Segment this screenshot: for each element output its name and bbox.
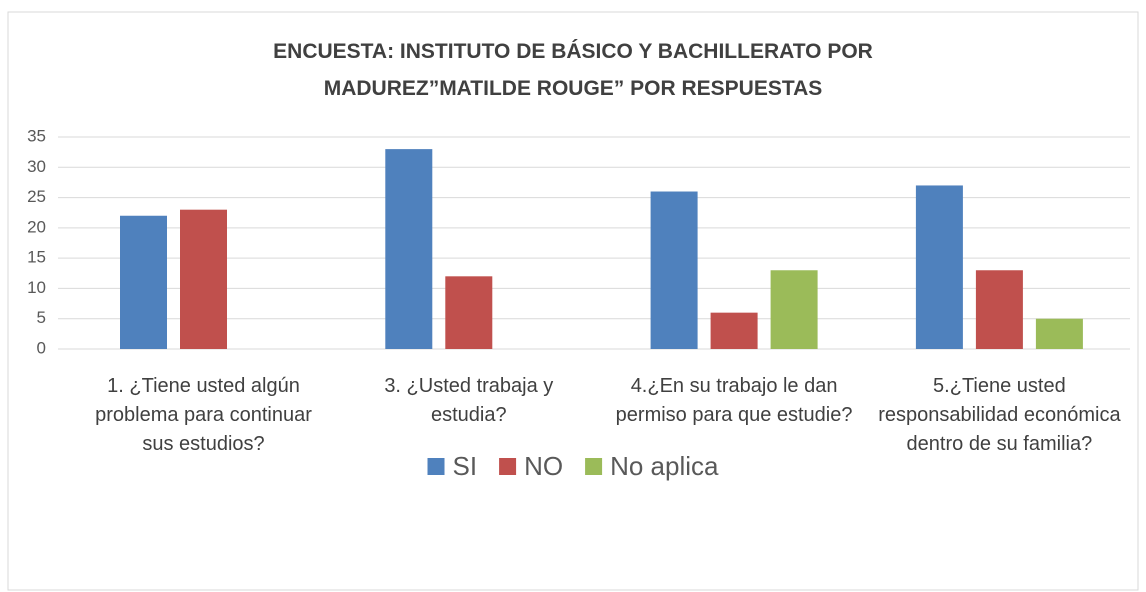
y-tick-label: 35 — [27, 126, 46, 145]
y-tick-label: 20 — [27, 217, 46, 236]
legend-item: NO — [499, 451, 563, 481]
legend-label: SI — [453, 451, 478, 481]
bar — [120, 215, 167, 349]
bar — [1035, 318, 1083, 349]
x-tick-label: 5.¿Tiene usted responsabilidad económica… — [878, 375, 1121, 455]
bar — [915, 185, 963, 349]
y-tick-label: 5 — [37, 308, 46, 327]
bar — [445, 276, 493, 349]
legend-swatch — [585, 458, 603, 475]
x-tick-label: 3. ¿Usted trabaja y estudia? — [384, 375, 554, 426]
chart-title: ENCUESTA: INSTITUTO DE BÁSICO Y BACHILLE… — [273, 40, 873, 100]
bar — [770, 270, 818, 349]
legend-label: No aplica — [610, 451, 719, 481]
legend-item: SI — [427, 451, 478, 481]
bar — [710, 312, 758, 349]
bar — [975, 270, 1023, 349]
bar — [385, 149, 433, 349]
legend: SI NO No aplica — [427, 451, 719, 481]
legend-label: NO — [524, 451, 563, 481]
legend-item: No aplica — [585, 451, 719, 481]
y-tick-label: 15 — [27, 248, 46, 267]
bar — [180, 209, 227, 349]
legend-swatch — [499, 458, 517, 475]
y-tick-label: 30 — [27, 157, 46, 176]
y-tick-label: 25 — [27, 187, 46, 206]
legend-swatch — [427, 458, 445, 475]
x-tick-label: 1. ¿Tiene usted algún problema para cont… — [95, 375, 312, 455]
y-tick-label: 10 — [27, 278, 46, 297]
y-tick-label: 0 — [37, 338, 46, 357]
bar — [650, 191, 698, 349]
x-tick-label: 4.¿En su trabajo le dan permiso para que… — [615, 375, 853, 426]
